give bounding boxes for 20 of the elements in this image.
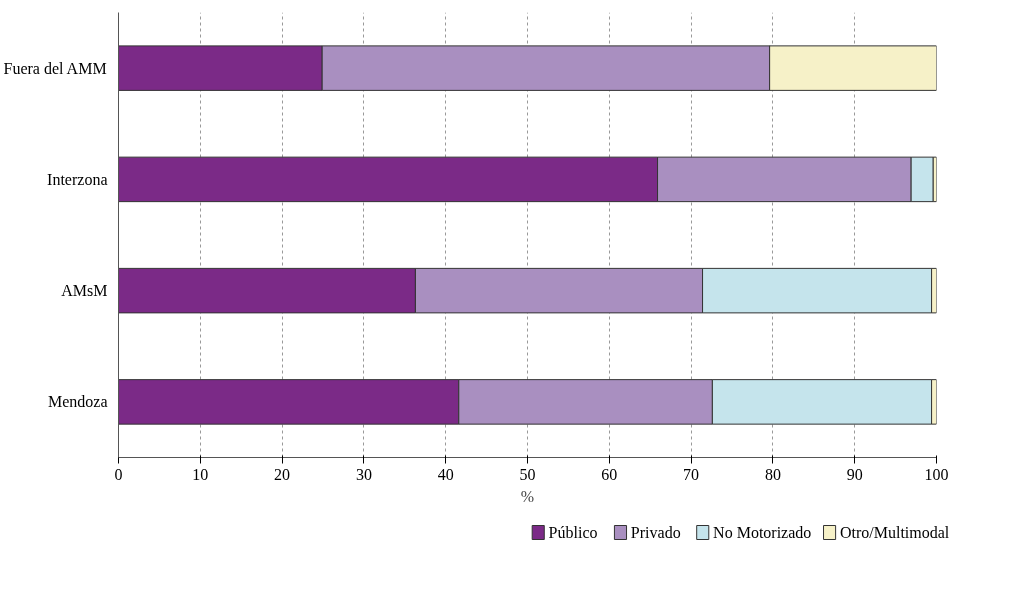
x-tick-label: 60 xyxy=(601,465,618,483)
x-axis-title: % xyxy=(520,487,535,505)
legend-label: Privado xyxy=(630,524,681,541)
legend-label: Público xyxy=(548,524,598,541)
x-tick-label: 20 xyxy=(274,465,291,483)
x-tick-label: 50 xyxy=(519,465,536,483)
x-tick-label: 10 xyxy=(192,465,209,483)
x-tick-label: 70 xyxy=(683,465,700,483)
y-tick-label: Mendoza xyxy=(47,393,108,411)
legend-label: No Motorizado xyxy=(713,524,812,541)
legend-label: Otro/Multimodal xyxy=(839,524,950,541)
x-tick-label: 80 xyxy=(764,465,781,483)
y-tick-label: Interzona xyxy=(47,170,108,188)
x-tick-label: 100 xyxy=(924,465,949,483)
x-tick-label: 30 xyxy=(355,465,372,483)
x-tick-label: 90 xyxy=(846,465,863,483)
x-tick-label: 40 xyxy=(437,465,454,483)
y-tick-label: AMsM xyxy=(61,282,108,300)
x-tick-label: 0 xyxy=(114,465,123,483)
y-tick-label: Fuera del AMM xyxy=(3,59,107,77)
